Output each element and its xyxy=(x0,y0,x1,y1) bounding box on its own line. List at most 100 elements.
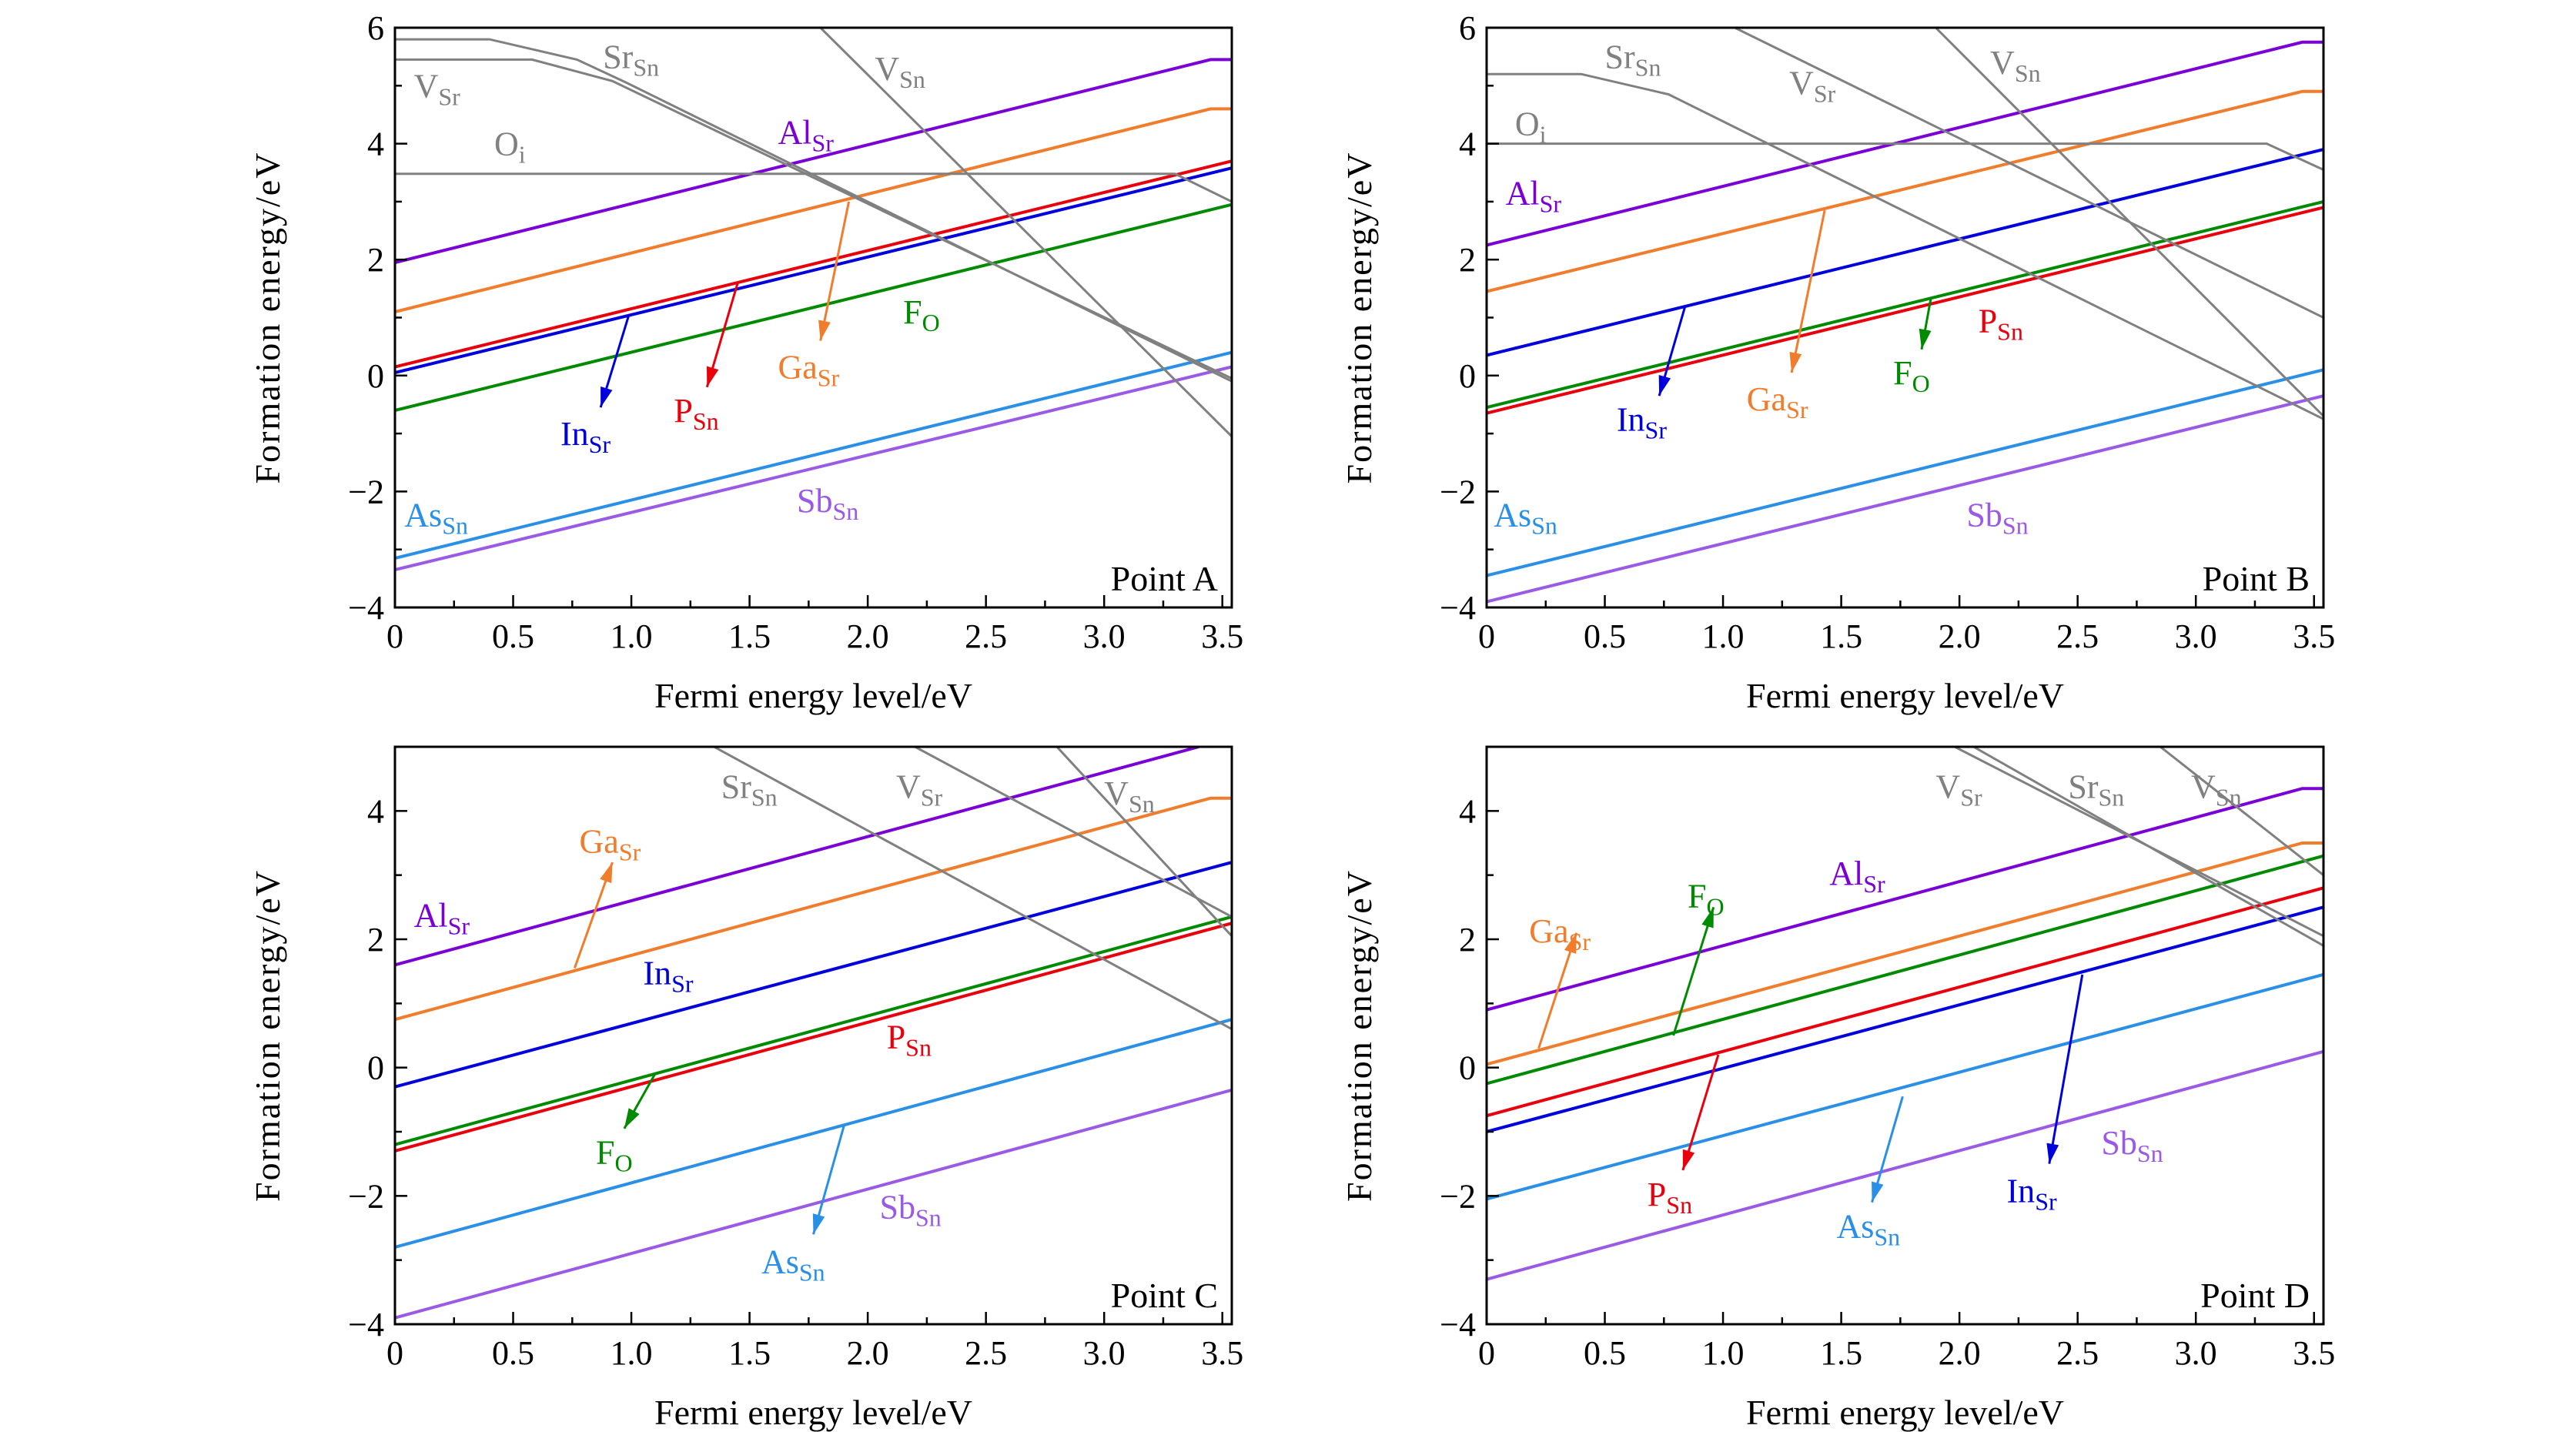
series-label: PSn xyxy=(887,1019,932,1062)
x-axis-title: Fermi energy level/eV xyxy=(1746,1393,2064,1432)
series-label-main: F xyxy=(596,1134,614,1172)
series-label-main: Sr xyxy=(1605,38,1635,76)
series-label: VSn xyxy=(1104,775,1155,818)
series-label-main: P xyxy=(887,1019,905,1056)
series-label-main: V xyxy=(1990,44,2015,82)
x-tick-label: 1.5 xyxy=(728,1334,771,1372)
series-label: InSr xyxy=(643,954,693,997)
series-label: VSr xyxy=(414,67,461,110)
y-tick-label: 2 xyxy=(367,241,384,279)
x-tick-label: 1.5 xyxy=(1820,617,1862,655)
series-line-p-sn xyxy=(1487,886,2323,1118)
series-line-sr-sn xyxy=(1487,72,2323,420)
series-label-main: P xyxy=(674,392,692,430)
x-tick-label: 0.5 xyxy=(492,617,534,655)
series-line-as-sn xyxy=(1487,972,2323,1201)
series-label: GaSr xyxy=(1747,380,1808,423)
y-axis-title: Formation energy/eV xyxy=(248,152,287,484)
x-tick-label: 1.0 xyxy=(611,1334,653,1372)
arrow-head xyxy=(706,366,719,387)
x-tick-label: 0 xyxy=(386,1334,403,1372)
series-label-main: V xyxy=(1789,65,1814,102)
series-line-in-sr xyxy=(395,861,1232,1089)
series-label-main: O xyxy=(1515,105,1540,142)
series-line-v-sn xyxy=(819,28,1232,437)
series-line-sb-sn xyxy=(395,1088,1232,1320)
arrow-head xyxy=(601,386,613,408)
series-label: AlSr xyxy=(778,114,834,157)
arrow-in-sr xyxy=(2048,974,2084,1164)
x-tick-label: 2.5 xyxy=(965,617,1007,655)
series-line-v-sr xyxy=(1734,28,2323,319)
series-label: GaSr xyxy=(778,349,839,392)
series-label-sub: Sn xyxy=(905,1034,932,1062)
y-tick-label: −2 xyxy=(1440,473,1476,510)
arrow-head xyxy=(1658,374,1671,396)
series-label: AsSn xyxy=(1494,497,1557,540)
arrow-head xyxy=(1789,351,1802,373)
y-axis-title: Formation energy/eV xyxy=(1340,152,1379,484)
series-label-sub: Sn xyxy=(899,65,925,93)
series-label-main: Ga xyxy=(580,823,619,861)
point-annotation: Point D xyxy=(2200,1276,2310,1315)
series-line-sb-sn xyxy=(395,365,1232,572)
series-label-main: Al xyxy=(414,896,448,934)
series-label: AlSr xyxy=(414,896,470,939)
arrow-head xyxy=(1682,1149,1695,1170)
series-line-sb-sn xyxy=(1487,1049,2323,1281)
series-line-as-sn xyxy=(395,1018,1232,1249)
series-label-sub: Sn xyxy=(1874,1223,1900,1251)
arrow-head xyxy=(600,862,613,884)
series-label-main: In xyxy=(560,415,589,453)
series-label: SrSn xyxy=(2068,768,2124,811)
arrow-head xyxy=(818,320,831,341)
x-tick-label: 0 xyxy=(1478,617,1495,655)
plot-area xyxy=(1487,747,2323,1281)
series-label: SbSn xyxy=(1966,497,2028,540)
series-label-sub: i xyxy=(1540,120,1547,148)
series-label-sub: Sn xyxy=(1997,317,2023,345)
series-line-al-sr xyxy=(395,747,1199,967)
series-label-sub: Sr xyxy=(1960,784,1982,811)
plot-area xyxy=(1487,28,2323,604)
series-line-v-sn xyxy=(2159,747,2323,876)
series-label-sub: Sr xyxy=(671,969,694,997)
series-line-ga-sr xyxy=(395,796,1232,1022)
arrow-head xyxy=(1564,932,1577,954)
series-label: VSn xyxy=(2191,768,2242,811)
series-line-v-sr xyxy=(395,58,1232,380)
y-tick-label: −4 xyxy=(1440,589,1476,627)
series-label-sub: Sr xyxy=(818,364,840,392)
point-annotation: Point A xyxy=(1111,559,1218,598)
series-line-p-sn xyxy=(395,159,1232,369)
series-label: AlSr xyxy=(1506,175,1562,218)
series-label-main: In xyxy=(2007,1173,2036,1210)
series-line-al-sr xyxy=(395,58,1232,264)
series-label-sub: Sr xyxy=(1569,928,1591,955)
y-tick-label: −2 xyxy=(348,473,384,510)
y-tick-label: 6 xyxy=(367,9,384,47)
series-label-sub: Sn xyxy=(2098,784,2124,811)
series-label-sub: Sn xyxy=(1129,790,1155,818)
series-label-main: V xyxy=(875,50,899,88)
series-label-sub: Sn xyxy=(633,54,659,82)
arrow-ga-sr xyxy=(1790,209,1826,373)
series-label-main: Ga xyxy=(778,349,817,386)
series-line-sb-sn xyxy=(1487,394,2323,604)
series-label-sub: Sr xyxy=(2035,1188,2057,1216)
y-tick-label: 0 xyxy=(367,357,384,395)
series-label: FO xyxy=(596,1134,633,1177)
x-tick-label: 2.0 xyxy=(847,1334,889,1372)
x-tick-label: 2.5 xyxy=(2056,617,2099,655)
series-label-main: Sb xyxy=(2101,1124,2136,1162)
y-tick-label: 4 xyxy=(367,792,384,830)
series-line-p-sn xyxy=(1487,206,2323,415)
x-tick-label: 3.5 xyxy=(2293,617,2335,655)
y-tick-label: −2 xyxy=(1440,1177,1476,1215)
x-tick-label: 3.0 xyxy=(1083,1334,1126,1372)
series-label-main: As xyxy=(761,1243,799,1280)
x-tick-label: 1.0 xyxy=(1702,617,1745,655)
series-line-o-i xyxy=(395,172,1232,203)
